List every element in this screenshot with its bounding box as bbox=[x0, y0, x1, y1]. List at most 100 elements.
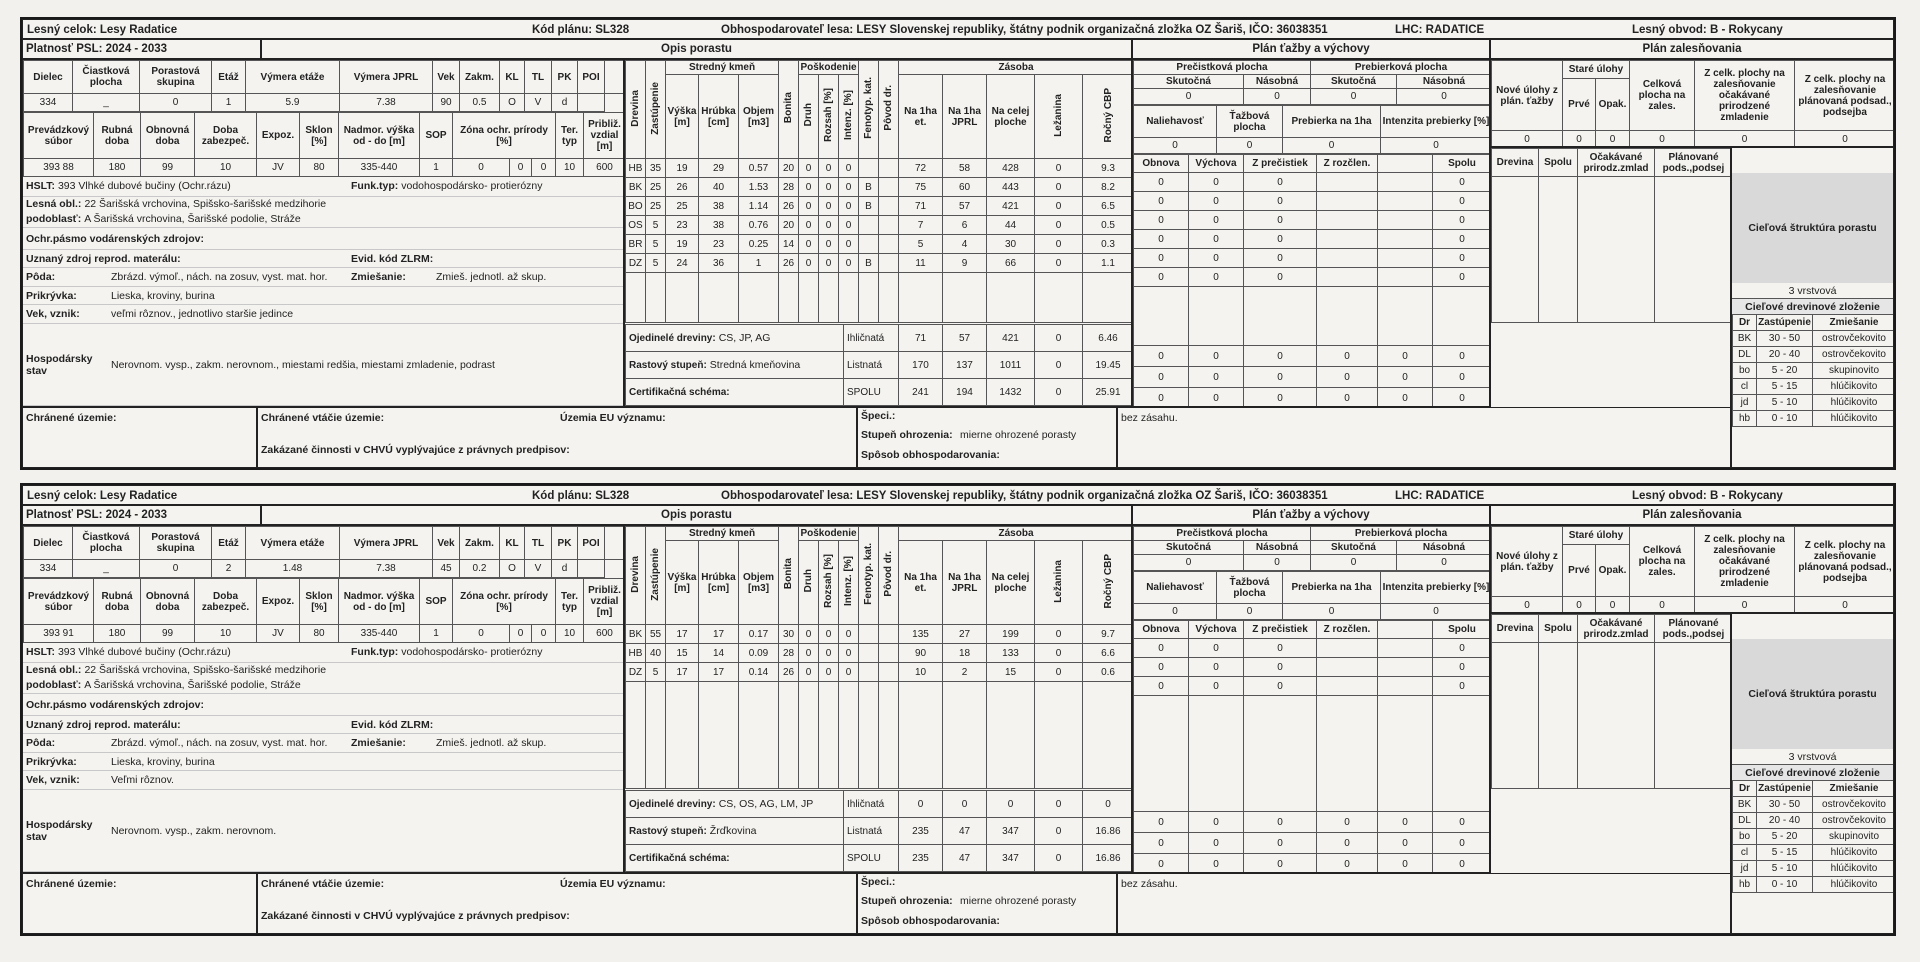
cell: 0 bbox=[1034, 844, 1083, 872]
cell-text: 25 bbox=[649, 200, 662, 212]
cell-text: 241 bbox=[912, 386, 929, 398]
cell: skupinovito bbox=[1812, 828, 1893, 845]
cell: hb bbox=[1732, 410, 1757, 427]
cell-text: Dr bbox=[1738, 317, 1751, 328]
info-label: Funk.typ: bbox=[351, 645, 399, 658]
cell: 0.09 bbox=[737, 643, 780, 663]
cell-text: 170 bbox=[912, 359, 929, 371]
info-pair: Evid. kód ZLRM: bbox=[351, 253, 436, 265]
cell: 0 bbox=[1034, 158, 1084, 178]
cell-text: Prebierková plocha bbox=[1354, 528, 1448, 539]
cell: 0 bbox=[1133, 832, 1189, 854]
cell: B bbox=[858, 253, 880, 273]
cell: 0 bbox=[818, 643, 840, 663]
cell-text: Ťažbová plocha bbox=[1229, 110, 1270, 133]
cell-text: Spolu bbox=[1448, 158, 1476, 169]
cell-text: 0 bbox=[1277, 214, 1283, 226]
cell: 0.76 bbox=[737, 215, 780, 235]
cell-text: Na celej ploche bbox=[991, 105, 1030, 128]
cell bbox=[1491, 642, 1539, 789]
cell: 57 bbox=[942, 324, 987, 352]
cell-text: 0 bbox=[1344, 350, 1350, 362]
target-composition-table: Dr Zastúpenie Zmiešanie BK 30 - 50 ostrovčeko… bbox=[1732, 314, 1893, 427]
table-row: bo 5 - 20 skupinovito bbox=[1732, 362, 1893, 379]
cell-text: 0 bbox=[1344, 392, 1350, 404]
info-line: Ochr.pásmo vodárenských zdrojov: bbox=[23, 228, 623, 250]
cell: 0 bbox=[818, 662, 840, 682]
cell: Ter. typ bbox=[555, 112, 585, 159]
cell: 71 bbox=[898, 196, 944, 216]
table-body: Prečistková plocha Prebierková plocha Skut… bbox=[1133, 60, 1489, 105]
cell: O bbox=[499, 559, 525, 578]
cell: 60 bbox=[942, 177, 988, 197]
cell-text: 5 bbox=[652, 238, 659, 250]
management-label: Spôsob obhospodarovania: bbox=[861, 449, 1000, 461]
cell: ostrovčekovito bbox=[1812, 812, 1893, 829]
cell: Na 1ha et. bbox=[898, 540, 944, 625]
cell bbox=[1316, 248, 1378, 268]
cell: 0.25 bbox=[737, 234, 780, 254]
cell: 28 bbox=[778, 177, 800, 197]
table-row: cl 5 - 15 hlúčikovito bbox=[1732, 844, 1893, 861]
cell: 9.3 bbox=[1082, 158, 1131, 178]
cell: Zásoba bbox=[898, 60, 1131, 75]
cell: 0 bbox=[1034, 378, 1083, 406]
cell-text: Rozsah [%] bbox=[823, 554, 835, 608]
cell-text: 29 bbox=[712, 162, 725, 174]
cell: 0 bbox=[798, 624, 820, 644]
cell bbox=[1377, 172, 1433, 192]
afforestation-table: Nové úlohy z plán. ťažby Staré úlohy Celko… bbox=[1491, 526, 1893, 612]
site-info: HSLT: 393 Vlhké dubové bučiny (Ochr.rázu)… bbox=[23, 175, 623, 406]
header-field: Obhospodarovateľ lesa: LESY Slovenskej r… bbox=[721, 24, 1328, 36]
cell-text: 0 bbox=[1055, 238, 1062, 250]
cell: 6.46 bbox=[1082, 324, 1131, 352]
cell: 0 bbox=[1595, 130, 1630, 146]
cell-text: 10 bbox=[219, 628, 232, 639]
section-title: Plán ťažby a výchovy bbox=[1132, 505, 1490, 525]
info-pair: Uznaný zdroj reprod. materálu: bbox=[26, 719, 351, 731]
cell bbox=[625, 681, 646, 789]
cell-text: 194 bbox=[956, 386, 973, 398]
cell-text: Celková plocha na zales. bbox=[1638, 545, 1686, 578]
cell-text: Hrúbka [cm] bbox=[701, 571, 736, 594]
cell-text: Výmera etáže bbox=[260, 537, 325, 549]
cell bbox=[858, 158, 880, 178]
cell: bo bbox=[1732, 828, 1757, 845]
cell-text: Z prečistiek bbox=[1252, 624, 1308, 635]
info-pair: Vek, vznik: veľmi rôznov., jednotlivo sta… bbox=[26, 308, 293, 320]
cell: 1011 bbox=[986, 351, 1035, 379]
cell: 0 bbox=[838, 643, 860, 663]
table-row: Certifikačná schéma: SPOLU 235 47 347 0 16.86 bbox=[625, 844, 1131, 872]
cell: OS bbox=[625, 215, 646, 235]
cell: 0 bbox=[1395, 88, 1489, 105]
cell bbox=[1377, 657, 1433, 677]
cell-text: B bbox=[865, 200, 872, 212]
cell-text: d bbox=[561, 563, 568, 574]
cell-text: Zásoba bbox=[998, 528, 1034, 539]
validity: Platnosť PSL: 2024 - 2033 bbox=[22, 39, 261, 59]
afforestation-species-table: Drevina Spolu Očakávané prirodz.zmlad Pláno… bbox=[1491, 148, 1730, 323]
cell bbox=[798, 681, 820, 789]
cell-text: 38 bbox=[712, 219, 725, 231]
cell: 334 bbox=[23, 559, 73, 578]
cell: 0 bbox=[1380, 603, 1489, 620]
cell: 0 bbox=[1432, 229, 1489, 249]
cell-text: DL bbox=[1738, 815, 1751, 826]
cell-text: 17 bbox=[676, 666, 688, 678]
cell-text: BK bbox=[1737, 333, 1752, 344]
cell: 0 bbox=[452, 624, 510, 643]
cell: Skutočná bbox=[1133, 540, 1244, 555]
special: Špeci.: Stupeň ohrozenia: mierne ohrozené … bbox=[857, 407, 1117, 468]
info-text: Zmieš. jednotl. až skup. bbox=[436, 271, 547, 283]
cell-text: Ležanina bbox=[1053, 559, 1065, 603]
cell-text: 0 bbox=[1055, 181, 1062, 193]
cell: 135 bbox=[898, 624, 944, 644]
cell-text: 5 bbox=[652, 219, 659, 231]
cell-text: 199 bbox=[1002, 628, 1019, 640]
cell-text: d bbox=[561, 97, 568, 108]
cell: 47 bbox=[942, 817, 987, 845]
cell: 0 bbox=[1629, 130, 1695, 146]
cell-text: 421 bbox=[1002, 332, 1019, 344]
cell-text: Drevina bbox=[630, 89, 641, 127]
cell: TL bbox=[524, 526, 552, 560]
